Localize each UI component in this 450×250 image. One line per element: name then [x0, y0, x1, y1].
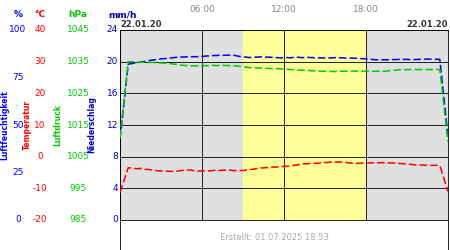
Text: 12: 12: [107, 120, 118, 130]
Text: 4: 4: [112, 184, 118, 193]
Text: 12:00: 12:00: [271, 5, 297, 14]
Text: 75: 75: [12, 73, 24, 82]
Text: 30: 30: [34, 57, 46, 66]
Text: %: %: [14, 10, 22, 19]
Text: 10: 10: [34, 120, 46, 130]
Text: 1035: 1035: [67, 57, 90, 66]
Text: 995: 995: [69, 184, 86, 193]
Text: 16: 16: [107, 89, 118, 98]
Text: 1045: 1045: [67, 26, 90, 35]
Text: hPa: hPa: [68, 10, 87, 19]
Text: 22.01.20: 22.01.20: [120, 20, 162, 29]
Text: Erstellt: 01.07.2025 18:53: Erstellt: 01.07.2025 18:53: [220, 234, 328, 242]
Text: 8: 8: [112, 152, 118, 161]
Text: Temperatur: Temperatur: [22, 100, 32, 150]
Text: -20: -20: [33, 216, 47, 224]
Text: 20: 20: [34, 89, 46, 98]
Text: 0: 0: [15, 216, 21, 224]
Text: 985: 985: [69, 216, 86, 224]
Text: 1005: 1005: [67, 152, 90, 161]
Text: °C: °C: [35, 10, 45, 19]
Text: 50: 50: [12, 120, 24, 130]
Text: Luftfeuchtigkeit: Luftfeuchtigkeit: [0, 90, 9, 160]
Text: Niederschlag: Niederschlag: [87, 96, 96, 154]
Text: Luftdruck: Luftdruck: [54, 104, 63, 146]
Text: 25: 25: [12, 168, 24, 177]
Text: 06:00: 06:00: [189, 5, 215, 14]
Bar: [243, 0, 366, 236]
Text: 0: 0: [112, 216, 118, 224]
Text: 40: 40: [34, 26, 46, 35]
Text: 22.01.20: 22.01.20: [406, 20, 448, 29]
Text: 100: 100: [9, 26, 27, 35]
Text: 1015: 1015: [67, 120, 90, 130]
Text: mm/h: mm/h: [108, 10, 136, 19]
Text: 0: 0: [37, 152, 43, 161]
Text: 18:00: 18:00: [353, 5, 379, 14]
Text: 1025: 1025: [67, 89, 90, 98]
Text: -10: -10: [32, 184, 47, 193]
Text: 24: 24: [107, 26, 118, 35]
Text: 20: 20: [107, 57, 118, 66]
